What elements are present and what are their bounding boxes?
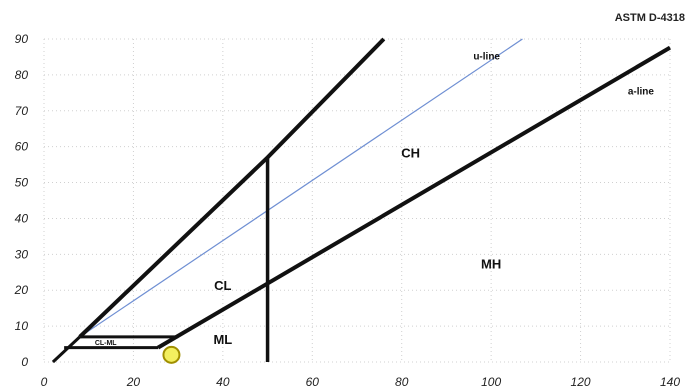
y-tick-label: 0 (21, 355, 28, 369)
y-tick-label: 90 (15, 32, 29, 46)
a-line-label: a-line (628, 87, 655, 98)
x-tick-label: 40 (216, 375, 230, 389)
x-tick-label: 120 (571, 375, 591, 389)
y-tick-label: 30 (15, 247, 29, 261)
u-line-label: u-line (473, 51, 500, 62)
region-label-cl: CL (214, 278, 231, 293)
chart-grid (43, 38, 671, 363)
y-tick-label: 70 (15, 104, 29, 118)
y-axis-ticks: 0 10 20 30 40 50 60 70 80 90 (14, 32, 29, 369)
chart-lines (51, 37, 672, 364)
highlight-point-marker (162, 345, 181, 364)
standard-label: ASTM D-4318 (615, 12, 685, 24)
y-tick-label: 20 (14, 283, 29, 297)
y-tick-label: 40 (15, 211, 29, 225)
region-label-ml: ML (213, 332, 232, 347)
a-line-series (157, 45, 672, 350)
upper-boundary-line (78, 37, 386, 339)
u-line-series (79, 38, 523, 338)
x-tick-label: 20 (126, 375, 141, 389)
x-tick-label: 60 (306, 375, 320, 389)
x-tick-label: 80 (395, 375, 409, 389)
region-label-cl-ml: CL-ML (95, 340, 117, 347)
x-tick-label: 100 (481, 375, 501, 389)
lower-boundary-line (51, 335, 81, 364)
y-tick-label: 80 (15, 68, 29, 82)
y-tick-label: 50 (15, 176, 29, 190)
region-label-mh: MH (481, 257, 501, 272)
x-axis-ticks: 0 20 40 60 80 100 120 140 (41, 375, 681, 389)
y-tick-label: 60 (15, 140, 29, 154)
x-tick-label: 0 (41, 375, 48, 389)
chart-marker (162, 345, 181, 364)
region-label-ch: CH (401, 145, 420, 160)
chart-labels: CH CL MH ML CL-ML u-line a-line (95, 51, 655, 347)
x-tick-label: 140 (660, 375, 680, 389)
y-tick-label: 10 (15, 319, 29, 333)
